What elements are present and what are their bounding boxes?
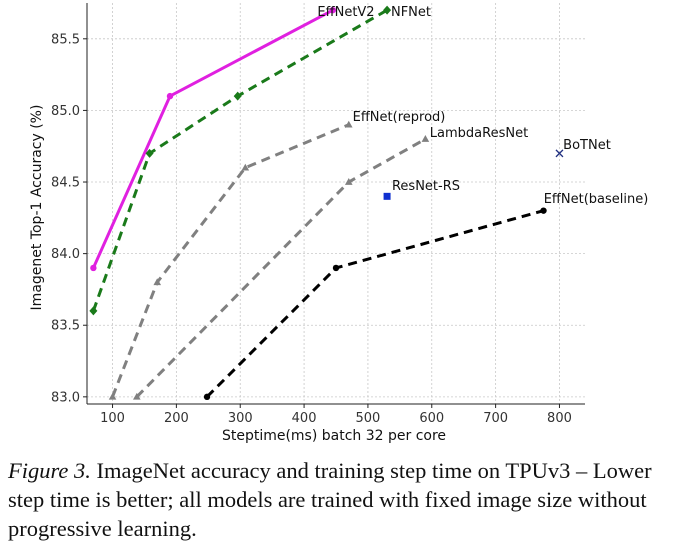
figure-label: Figure 3.	[8, 458, 91, 483]
data-point-lambdaresnet	[421, 135, 430, 142]
series-line-effnet-baseline	[205, 209, 544, 398]
y-tick-label: 85.0	[51, 104, 80, 119]
x-tick-label: 500	[356, 411, 381, 426]
x-axis-title: Steptime(ms) batch 32 per core	[222, 428, 446, 444]
series-label-effnet-baseline: EffNet(baseline)	[544, 192, 649, 207]
data-point-nfnet	[233, 91, 242, 101]
data-point-effnetv2	[90, 264, 97, 272]
data-point-lambdaresnet	[344, 178, 353, 185]
y-tick-label: 84.0	[51, 247, 80, 262]
x-tick-label: 800	[547, 411, 572, 426]
data-point-effnet-reprod	[344, 120, 353, 128]
x-tick-label: 300	[228, 411, 253, 426]
figure-caption: Figure 3. ImageNet accuracy and training…	[8, 456, 670, 543]
data-point-resnet-rs	[383, 192, 391, 200]
series-label-lambdaresnet: LambdaResNet	[430, 126, 528, 141]
data-point-effnet-baseline	[540, 207, 547, 214]
axes	[86, 3, 585, 405]
data-point-botnet	[555, 149, 564, 158]
x-tick-label: 600	[419, 411, 444, 426]
series-nfnet	[89, 5, 392, 316]
data-point-effnet-reprod	[241, 163, 250, 171]
y-tick-label: 85.5	[51, 32, 80, 47]
data-point-effnet-baseline	[332, 264, 340, 272]
caption-text: ImageNet accuracy and training step time…	[8, 458, 652, 541]
y-axis-title: Imagenet Top-1 Accuracy (%)	[29, 105, 45, 311]
y-tick-label: 84.5	[51, 176, 80, 191]
data-point-lambdaresnet	[133, 392, 141, 400]
series-line-nfnet	[91, 8, 388, 312]
series-line-lambdaresnet	[135, 137, 427, 398]
series-label-nfnet: NFNet	[391, 5, 431, 20]
series-line-effnetv2	[92, 8, 334, 269]
y-tick-label: 83.0	[51, 390, 80, 405]
data-point-nfnet	[383, 5, 392, 15]
series-botnet	[555, 149, 564, 158]
data-point-nfnet	[89, 306, 98, 316]
series-effnetv2	[90, 6, 337, 272]
series-effnet-baseline	[203, 207, 547, 401]
data-point-effnet-baseline	[203, 393, 211, 401]
series-label-effnet-reprod: EffNet(reprod)	[353, 110, 446, 125]
x-tick-label: 400	[292, 411, 317, 426]
series-labels: EffNetV2 NFNet EffNet(reprod)LambdaResNet E…	[317, 5, 648, 207]
series-group	[89, 5, 564, 401]
x-tick-label: 700	[483, 411, 508, 426]
series-lambdaresnet	[133, 135, 430, 400]
x-tick-label: 200	[164, 411, 189, 426]
series-label-resnet-rs: ResNet-RS	[392, 179, 460, 194]
accuracy-vs-steptime-chart: 100 200 300 400 500 600 700 800 83.0 83.5 84.0 84.5…	[29, 3, 648, 444]
data-point-botnet-stroke	[555, 149, 564, 158]
data-point-effnetv2	[166, 92, 174, 100]
series-line-effnet-reprod	[111, 123, 350, 398]
y-tick-label: 83.5	[51, 319, 80, 334]
x-tick-label: 100	[100, 411, 125, 426]
series-label-effnetv2: EffNetV2	[317, 5, 374, 20]
series-resnet-rs	[383, 192, 391, 200]
data-point-effnetv2	[329, 6, 337, 14]
data-point-nfnet	[145, 148, 154, 158]
tick-labels: 100 200 300 400 500 600 700 800 83.0 83.5 84.0 84.5…	[51, 32, 572, 426]
series-effnet-reprod	[108, 120, 353, 400]
data-point-effnet-reprod	[153, 278, 162, 286]
series-label-botnet: BoTNet	[563, 138, 611, 153]
data-point-effnet-reprod	[108, 392, 117, 400]
grid-lines	[87, 3, 585, 404]
